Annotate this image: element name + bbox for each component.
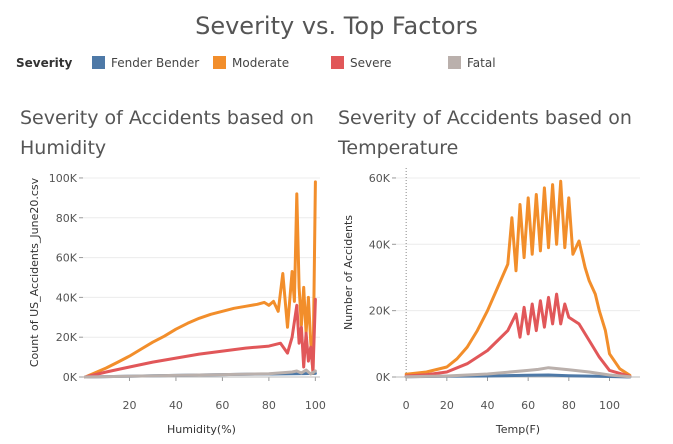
temperature-series-fatal: [404, 366, 632, 379]
humidity-xtick-label: 60: [215, 399, 229, 412]
legend-swatch: [331, 56, 344, 69]
humidity-x-axis-label: Humidity(%): [167, 423, 236, 436]
legend-swatch: [92, 56, 105, 69]
legend-item-moderate[interactable]: Moderate: [213, 56, 289, 70]
legend-item-severe[interactable]: Severe: [331, 56, 392, 70]
temperature-ytick-label: 0K: [376, 371, 391, 384]
legend-item-fender-bender[interactable]: Fender Bender: [92, 56, 199, 70]
temperature-series-moderate: [404, 179, 632, 377]
temperature-xtick-label: 60: [521, 399, 535, 412]
temperature-xtick-label: 20: [440, 399, 454, 412]
temperature-x-axis-label: Temp(F): [495, 423, 540, 436]
temperature-y-axis-label: Number of Accidents: [342, 215, 355, 330]
humidity-ytick-label: 0K: [63, 371, 78, 384]
temperature-ytick-label: 60K: [369, 172, 391, 185]
humidity-xtick-label: 40: [169, 399, 183, 412]
humidity-ytick-label: 20K: [56, 331, 78, 344]
temperature-ytick-label: 40K: [369, 238, 391, 251]
temperature-ytick-label: 20K: [369, 305, 391, 318]
humidity-xtick-label: 100: [305, 399, 326, 412]
legend-title: Severity: [16, 56, 73, 70]
temperature-xtick-label: 100: [599, 399, 620, 412]
legend-swatch: [213, 56, 226, 69]
humidity-ytick-label: 80K: [56, 212, 78, 225]
temperature-xtick-label: 80: [562, 399, 576, 412]
dashboard-title: Severity vs. Top Factors: [195, 12, 478, 40]
temperature-series-severe: [404, 292, 632, 378]
humidity-ytick-label: 100K: [49, 172, 78, 185]
temperature-chart-title: Severity of Accidents based on Temperatu…: [338, 107, 632, 159]
temperature-xtick-label: 0: [403, 399, 410, 412]
humidity-series-severe: [83, 297, 317, 379]
temperature-xtick-label: 40: [481, 399, 495, 412]
humidity-series-fatal: [83, 368, 317, 379]
humidity-series-moderate: [83, 180, 317, 379]
humidity-xtick-label: 20: [122, 399, 136, 412]
legend-item-fatal[interactable]: Fatal: [448, 56, 496, 70]
humidity-ytick-label: 40K: [56, 291, 78, 304]
humidity-ytick-label: 60K: [56, 252, 78, 265]
legend-swatch: [448, 56, 461, 69]
humidity-chart-title: Severity of Accidents based on Humidity: [20, 107, 314, 159]
humidity-y-axis-label: Count of US_Accidents_June20.csv: [28, 177, 41, 367]
humidity-xtick-label: 80: [262, 399, 276, 412]
